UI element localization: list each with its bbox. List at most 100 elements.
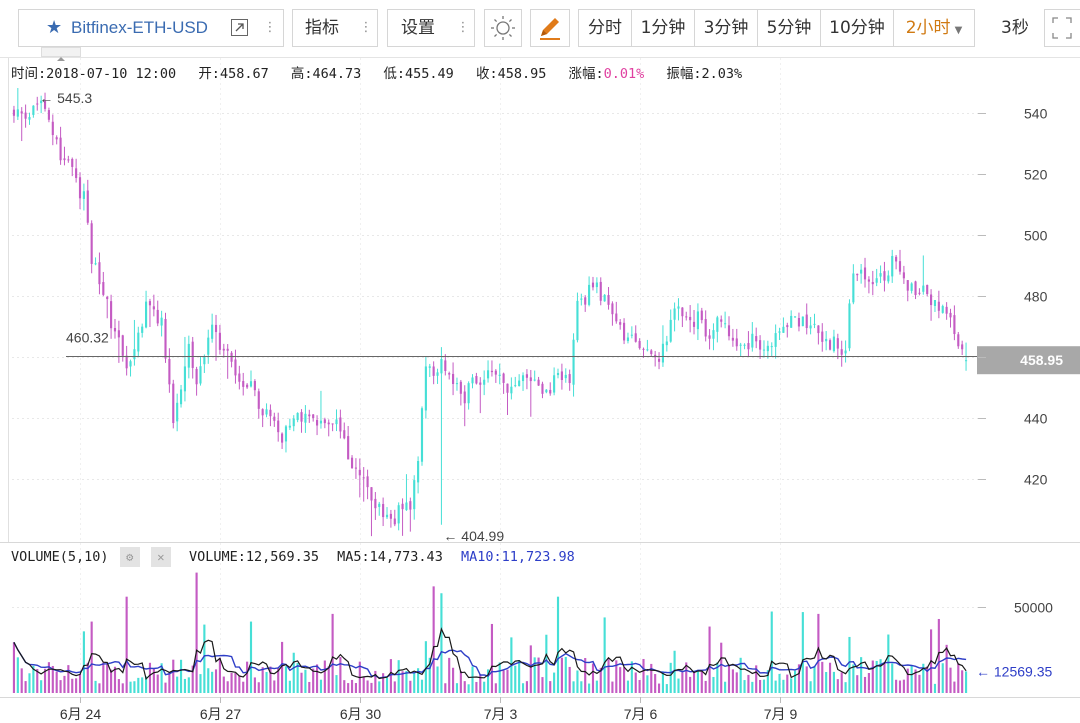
candle-body — [424, 366, 427, 411]
candle-body — [844, 350, 847, 354]
candle-body — [121, 335, 124, 356]
interval-tick[interactable]: 分时 — [579, 10, 632, 46]
candle-body — [716, 317, 719, 332]
candle-body — [755, 336, 758, 342]
candle-body — [106, 296, 109, 300]
volume-bar — [685, 662, 688, 693]
candle-body — [646, 349, 649, 351]
candle-body — [704, 319, 707, 337]
volume-bar — [428, 657, 431, 693]
refresh-interval[interactable]: 3秒 — [1001, 18, 1029, 38]
volume-bar — [646, 675, 649, 693]
indicator-box[interactable]: 指标 ⋮ — [292, 9, 378, 47]
candle-body — [961, 344, 964, 350]
candle-body — [183, 366, 187, 392]
candle-body — [176, 402, 179, 422]
candle-body — [222, 348, 225, 351]
settings-button[interactable]: 设置 — [401, 18, 435, 38]
date-tick-label: 6月 24 — [60, 706, 101, 722]
volume-bar — [424, 641, 427, 693]
volume-bar — [483, 681, 486, 693]
candle-body — [284, 426, 288, 442]
volume-bar — [176, 676, 179, 693]
interval-10m[interactable]: 10分钟 — [821, 10, 894, 46]
volume-bar — [405, 671, 408, 693]
volume-bar — [630, 661, 633, 693]
candle-body — [521, 375, 525, 382]
volume-bar — [852, 664, 855, 693]
candle-body — [323, 419, 326, 424]
indicator-button[interactable]: 指标 — [305, 18, 339, 38]
volume-close-icon[interactable]: ✕ — [150, 547, 171, 567]
volume-settings-gear-icon[interactable]: ⚙ — [119, 547, 140, 567]
interval-3m[interactable]: 3分钟 — [695, 10, 758, 46]
candle-body — [957, 334, 960, 347]
volume-bar — [521, 683, 525, 693]
price-tick-label: 540 — [1024, 106, 1048, 122]
volume-bar — [409, 680, 412, 693]
candle-body — [498, 374, 501, 376]
price-tick-label: 500 — [1024, 228, 1048, 244]
volume-bar — [164, 682, 167, 693]
candle-body — [71, 158, 74, 167]
volume-bar — [156, 674, 159, 693]
candle-body — [277, 420, 280, 433]
candle-body — [82, 191, 85, 199]
symbol-dropdown-caret-icon[interactable] — [41, 47, 81, 61]
volume-bar — [86, 662, 89, 693]
candle-body — [626, 337, 630, 342]
interval-1m[interactable]: 1分钟 — [632, 10, 695, 46]
symbol-box[interactable]: ★ Bitfinex-ETH-USD ⋮ — [18, 9, 284, 61]
candle-body — [875, 278, 878, 283]
candle-body — [129, 361, 132, 367]
volume-bar — [611, 681, 614, 693]
interval-selector[interactable]: 分时 1分钟 3分钟 5分钟 10分钟 2小时 ▼ — [578, 9, 975, 47]
info-change: 涨幅:0.01% — [569, 66, 645, 82]
symbol-menu-dots-icon[interactable]: ⋮ — [263, 20, 277, 35]
candle-body — [615, 313, 618, 322]
candle-body — [347, 436, 350, 460]
settings-box[interactable]: 设置 ⋮ — [387, 9, 475, 47]
current-volume-label: ← 12569.35 — [976, 663, 1052, 679]
volume-bar — [902, 679, 905, 693]
volume-bar — [312, 668, 315, 693]
volume-bar — [797, 664, 801, 693]
volume-bar — [595, 680, 598, 693]
volume-bar — [319, 679, 323, 693]
candle-body — [945, 306, 948, 314]
volume-bar — [71, 678, 74, 693]
volume-bar — [420, 679, 424, 693]
ma-layer — [13, 627, 967, 681]
volume-bar — [556, 596, 560, 693]
candle-body — [692, 321, 696, 327]
candle-body — [813, 323, 816, 325]
candle-body — [490, 370, 494, 373]
volume-bar — [148, 662, 152, 693]
candle-body — [506, 383, 509, 393]
candle-body — [964, 360, 968, 362]
candle-body — [459, 381, 462, 394]
max-price-marker: ← 545.3 — [39, 90, 92, 106]
favorite-star-icon[interactable]: ★ — [46, 17, 63, 38]
popout-icon[interactable] — [231, 19, 248, 36]
candle-body — [805, 314, 808, 329]
theme-toggle-button[interactable] — [484, 9, 522, 47]
candle-body — [300, 412, 303, 422]
indicator-menu-dots-icon[interactable]: ⋮ — [359, 20, 373, 35]
settings-menu-dots-icon[interactable]: ⋮ — [456, 20, 470, 35]
candle-body — [358, 469, 361, 476]
draw-tool-button[interactable] — [530, 9, 570, 47]
symbol-name[interactable]: Bitfinex-ETH-USD — [71, 18, 208, 37]
candle-body — [595, 282, 598, 288]
volume-bar — [382, 673, 385, 693]
interval-5m[interactable]: 5分钟 — [758, 10, 821, 46]
candle-body — [253, 381, 256, 391]
volume-bar — [55, 671, 58, 693]
volume-bar — [615, 660, 618, 693]
volume-bar — [82, 631, 85, 693]
interval-2h-dropdown[interactable]: 2小时 ▼ — [894, 10, 974, 46]
fullscreen-button[interactable] — [1044, 9, 1080, 47]
candle-body — [580, 298, 583, 300]
candle-body — [43, 100, 47, 109]
